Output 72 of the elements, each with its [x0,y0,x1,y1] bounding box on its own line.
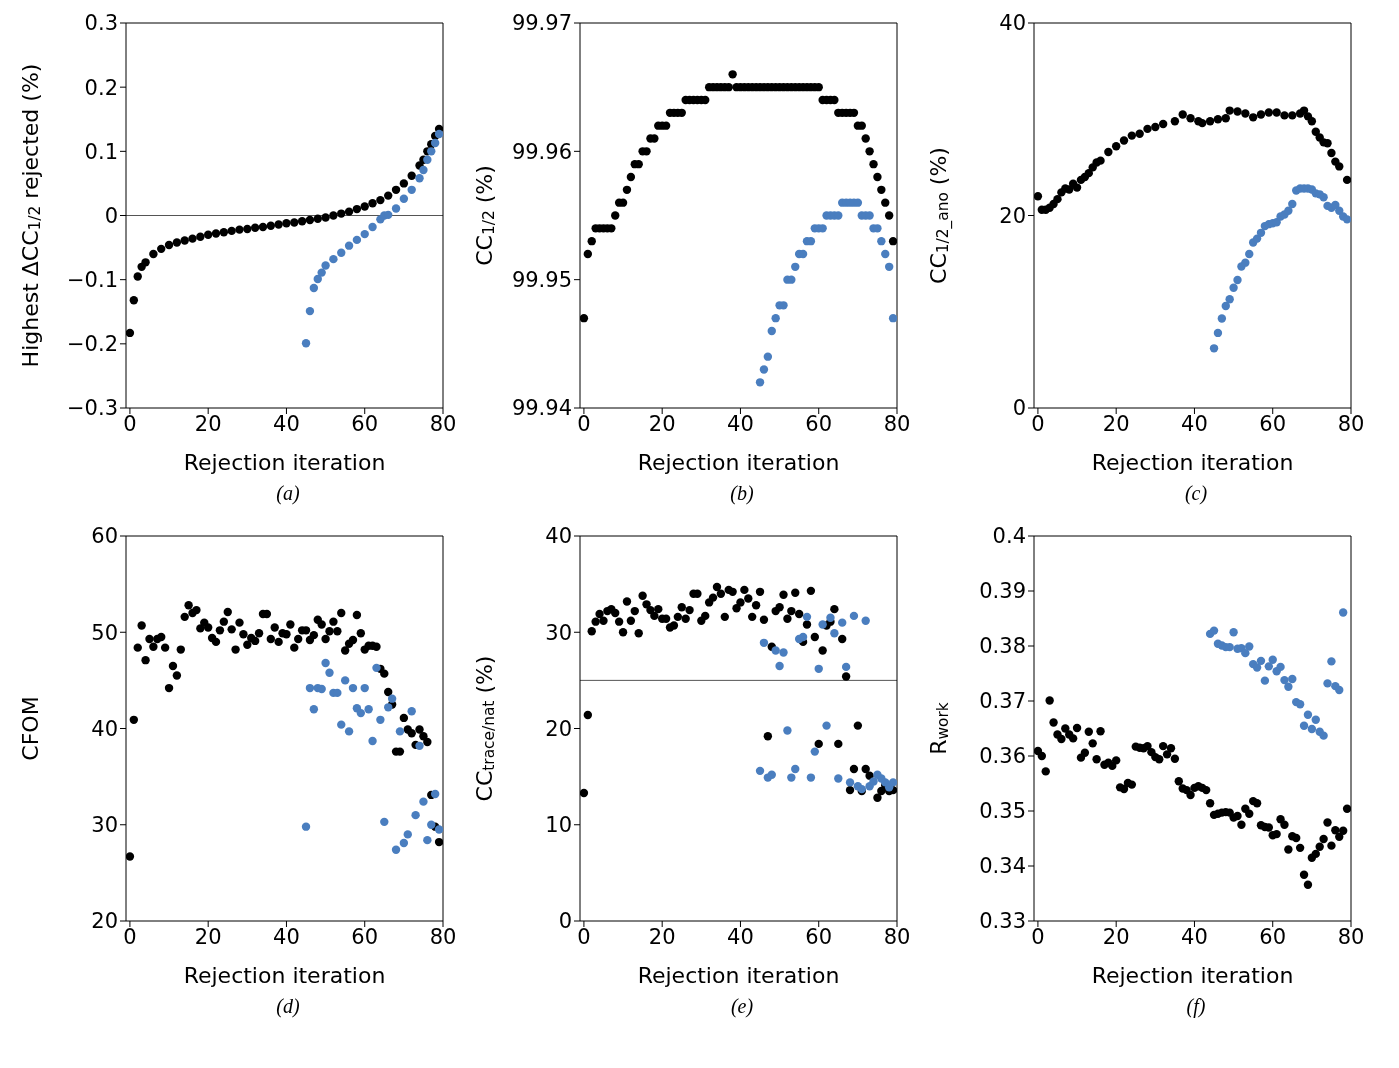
y-tick-label: 0.35 [979,799,1026,824]
x-axis-title: Rejection iteration [1091,963,1294,988]
y-tick-label: 99.97 [511,11,572,36]
text: (f) [1185,995,1207,1018]
x-axis-title: Rejection iteration [637,450,840,475]
y-tick-label: 99.95 [511,268,572,293]
text: (a) [275,482,301,505]
y-tick-label: 0.2 [84,75,118,100]
y-tick-label: 10 [545,813,572,838]
x-tick-label: 80 [883,924,911,949]
x-tick-label: 60 [351,411,379,436]
x-axis-title: Rejection iteration [637,963,840,988]
y-tick-label: 0.33 [979,909,1026,934]
x-tick-label: 80 [1337,411,1365,436]
x-tick-label: 0 [123,924,137,949]
y-tick-label: 20 [545,716,572,741]
x-tick-label: 40 [1181,924,1208,949]
x-tick-label: 20 [194,924,222,949]
x-tick-label: 20 [648,411,676,436]
y-tick-label: 0.1 [84,139,118,164]
x-tick-label: 80 [429,411,457,436]
y-tick-label: 99.96 [511,139,572,164]
text: (d) [275,995,301,1018]
x-tick-label: 60 [351,924,379,949]
y-tick-label: 0.38 [979,634,1026,659]
x-tick-label: 60 [1259,924,1287,949]
x-tick-label: 20 [1102,411,1130,436]
y-tick-label: 0.39 [979,579,1026,604]
y-tick-label: 60 [91,524,118,549]
x-tick-label: 40 [273,411,300,436]
y-tick-label: 20 [999,203,1026,228]
text: (e) [729,995,755,1018]
x-tick-label: 0 [123,411,137,436]
x-tick-label: 40 [727,924,754,949]
y-tick-label: 0 [104,203,118,228]
x-tick-label: 20 [1102,924,1130,949]
x-tick-label: 80 [883,411,911,436]
x-axis-title: Rejection iteration [183,450,386,475]
x-tick-label: 0 [577,411,591,436]
x-tick-label: 80 [1337,924,1365,949]
y-tick-label: 0.3 [84,11,118,36]
y-tick-label: 0.34 [979,854,1026,879]
y-tick-label: 99.94 [511,396,572,421]
y-tick-label: 30 [545,620,572,645]
y-tick-label: −0.2 [67,332,118,357]
x-axis-title: Rejection iteration [183,963,386,988]
y-tick-label: 40 [545,524,572,549]
x-tick-label: 60 [805,411,833,436]
y-tick-label: 50 [91,620,118,645]
x-tick-label: 60 [1259,411,1287,436]
y-tick-label: 40 [999,11,1026,36]
x-axis-title: Rejection iteration [1091,450,1294,475]
x-tick-label: 60 [805,924,833,949]
text: (b) [729,482,755,505]
x-tick-label: 0 [577,924,591,949]
x-tick-label: 0 [1031,924,1045,949]
y-tick-label: 0.37 [979,689,1026,714]
y-tick-label: 40 [91,716,118,741]
y-tick-label: 0.36 [979,744,1026,769]
x-tick-label: 20 [194,411,222,436]
y-tick-label: −0.1 [67,268,118,293]
x-tick-label: 80 [429,924,457,949]
y-tick-label: 0.4 [992,524,1026,549]
x-tick-label: 40 [273,924,300,949]
y-tick-label: 30 [91,813,118,838]
y-tick-label: −0.3 [67,396,118,421]
x-tick-label: 40 [1181,411,1208,436]
x-tick-label: 20 [648,924,676,949]
text: (c) [1183,482,1209,505]
x-tick-label: 0 [1031,411,1045,436]
y-axis-title: CFOM [18,696,43,761]
x-tick-label: 40 [727,411,754,436]
